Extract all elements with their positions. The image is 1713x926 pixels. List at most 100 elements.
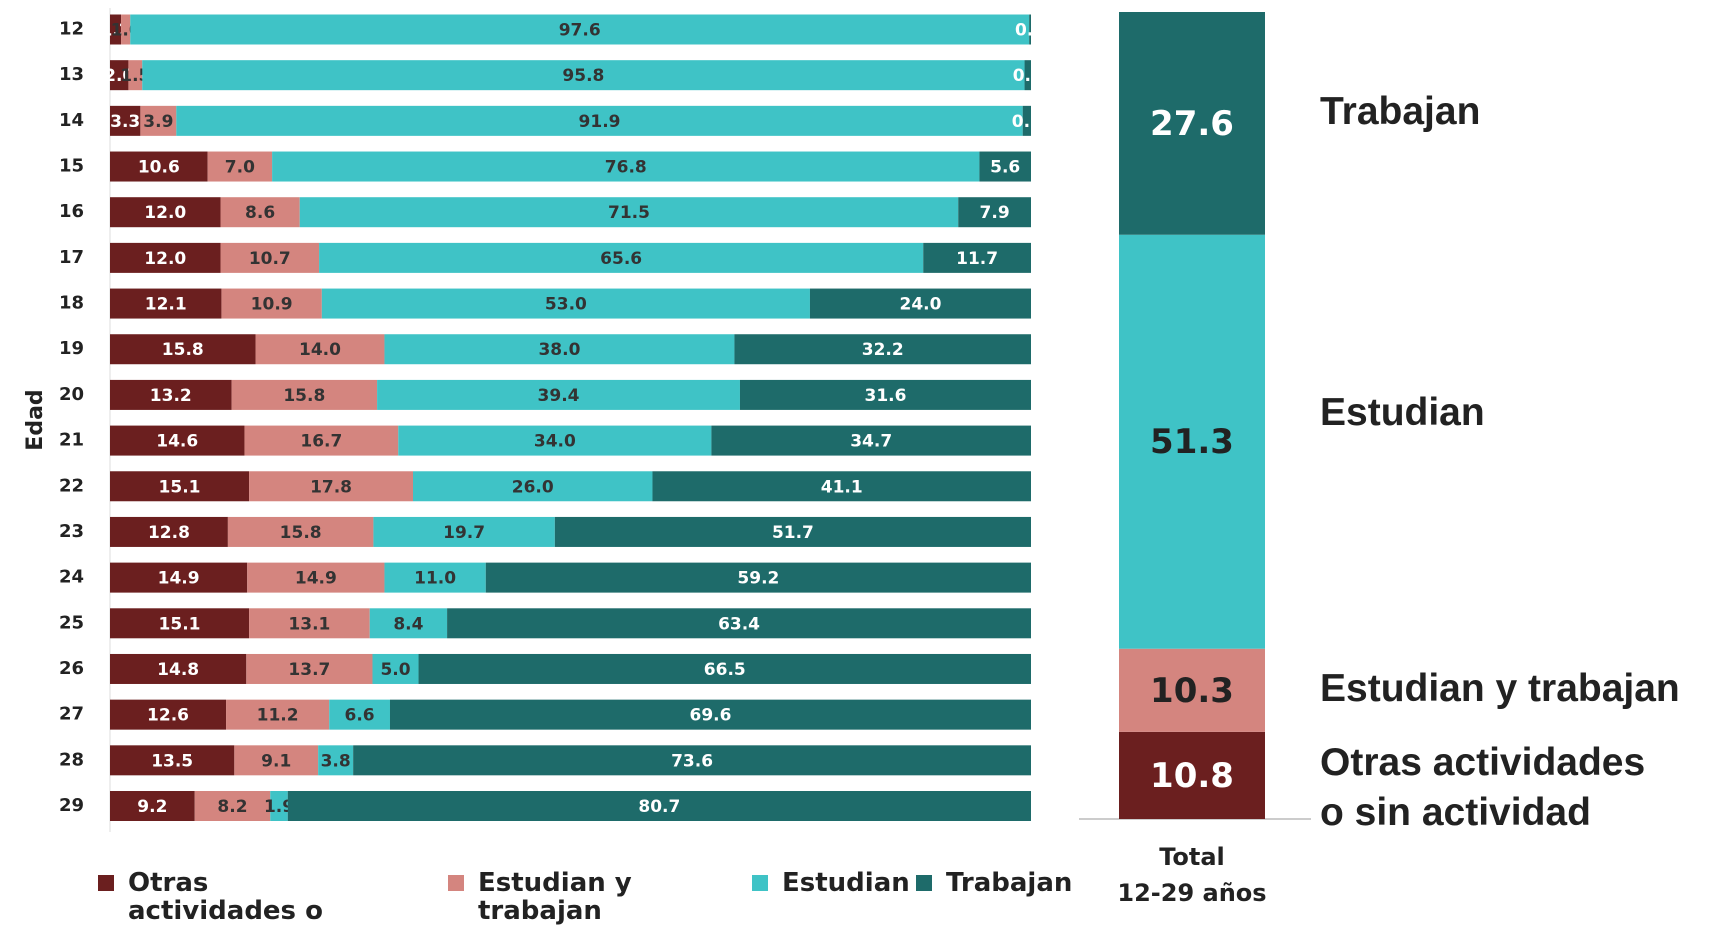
bar-segment [384,334,735,365]
label-text: Otras actividades o sin actividad [128,868,323,926]
bar-segment [372,653,419,684]
bar-segment [110,197,221,228]
data-label: 8.2 [217,797,247,817]
data-label: 7.0 [225,158,255,178]
bar-segment [231,379,378,410]
bar-segment [447,608,1031,639]
bar-segment [485,562,1031,593]
bar-segment [249,471,414,502]
bar-segment [318,745,354,776]
bar-segment [398,425,712,456]
label-text: Trabajan [1320,90,1481,133]
bar-segment [711,425,1031,456]
bar-segment [194,791,271,821]
data-label: 10.7 [249,249,291,269]
bar-segment [1119,234,1265,649]
bar-segment [110,425,245,456]
y-tick-label: 16 [59,201,84,222]
y-tick-label: 17 [59,247,84,268]
x-tick-label-line: 12-29 años [1117,879,1266,907]
y-tick-label: 28 [59,749,84,770]
data-label: 10.6 [138,158,180,178]
data-label: 0.2 [1015,21,1045,41]
legend-swatch [752,875,768,891]
y-tick-label: 12 [59,19,84,40]
data-label: 80.7 [638,797,680,817]
bar-segment [110,14,122,45]
data-label: 9.1 [261,751,291,771]
data-label: 76.8 [605,158,647,178]
data-label: 32.2 [862,340,904,360]
legend-swatch [98,875,114,891]
data-label: 12.1 [145,295,187,315]
data-label: 0.9 [1012,112,1042,132]
bar-segment [384,562,486,593]
bar-segment [249,608,370,639]
data-label: 15.1 [159,614,201,634]
x-tick-label-line: Total [1159,843,1225,871]
bar-segment [353,745,1031,776]
data-label: 13.5 [151,751,193,771]
label-text: Otras actividades o sin actividad [1320,741,1646,834]
data-label: 53.0 [545,295,587,315]
data-label: 65.6 [600,249,642,269]
legend-item: Otras actividades o sin actividad [98,869,368,926]
bar-segment [1024,60,1031,91]
y-tick-label: 27 [59,704,84,725]
bar-segment [923,242,1031,273]
legend-swatch [448,875,464,891]
bar-segment [554,516,1031,547]
label-text: Trabajan [946,868,1073,898]
bar-segment [1119,12,1265,235]
legend-swatch [916,875,932,891]
bar-segment [110,562,248,593]
data-label: 31.6 [865,386,907,406]
data-label: 51.3 [1150,422,1234,462]
data-label: 34.0 [534,432,576,452]
y-tick-label: 14 [59,110,84,131]
data-label: 6.6 [345,706,375,726]
data-label: 13.2 [150,386,192,406]
bar-segment [226,699,330,730]
bar-segment [220,197,300,228]
bar-segment [221,288,322,319]
data-label: 12.6 [147,706,189,726]
bar-segment [652,471,1031,502]
series-label: Otras actividades o sin actividad [1320,738,1660,838]
bar-segment [319,242,924,273]
y-tick-label: 29 [59,795,84,816]
bar-segment [270,791,288,821]
data-label: 17.8 [310,477,352,497]
y-tick-label: 23 [59,521,84,542]
bar-segment [369,608,448,639]
bar-segment [1119,648,1265,732]
data-label: 5.0 [380,660,410,680]
data-label: 10.3 [1150,671,1234,711]
series-label: Trabajan [1320,87,1713,137]
bar-segment [227,516,374,547]
bar-segment [272,151,980,182]
label-text: Estudian [1320,391,1485,434]
series-label: Estudian [1320,388,1713,438]
y-tick-label: 19 [59,338,84,359]
bar-segment [287,791,1031,821]
bar-segment [329,699,390,730]
data-label: 8.4 [393,614,423,634]
data-label: 73.6 [671,751,713,771]
bar-segment [110,379,232,410]
bar-segment [739,379,1031,410]
bar-segment [958,197,1031,228]
bar-segment [299,197,959,228]
bar-segment [110,60,129,91]
bar-segment [110,105,141,136]
y-tick-label: 25 [59,612,84,633]
y-tick-label: 22 [59,475,84,496]
data-label: 97.6 [559,21,601,41]
bar-segment [377,379,740,410]
y-tick-label: 13 [59,64,84,85]
bar-segment [142,60,1025,91]
series-label: Estudian y trabajan [1320,664,1713,714]
bar-segment [128,60,143,91]
